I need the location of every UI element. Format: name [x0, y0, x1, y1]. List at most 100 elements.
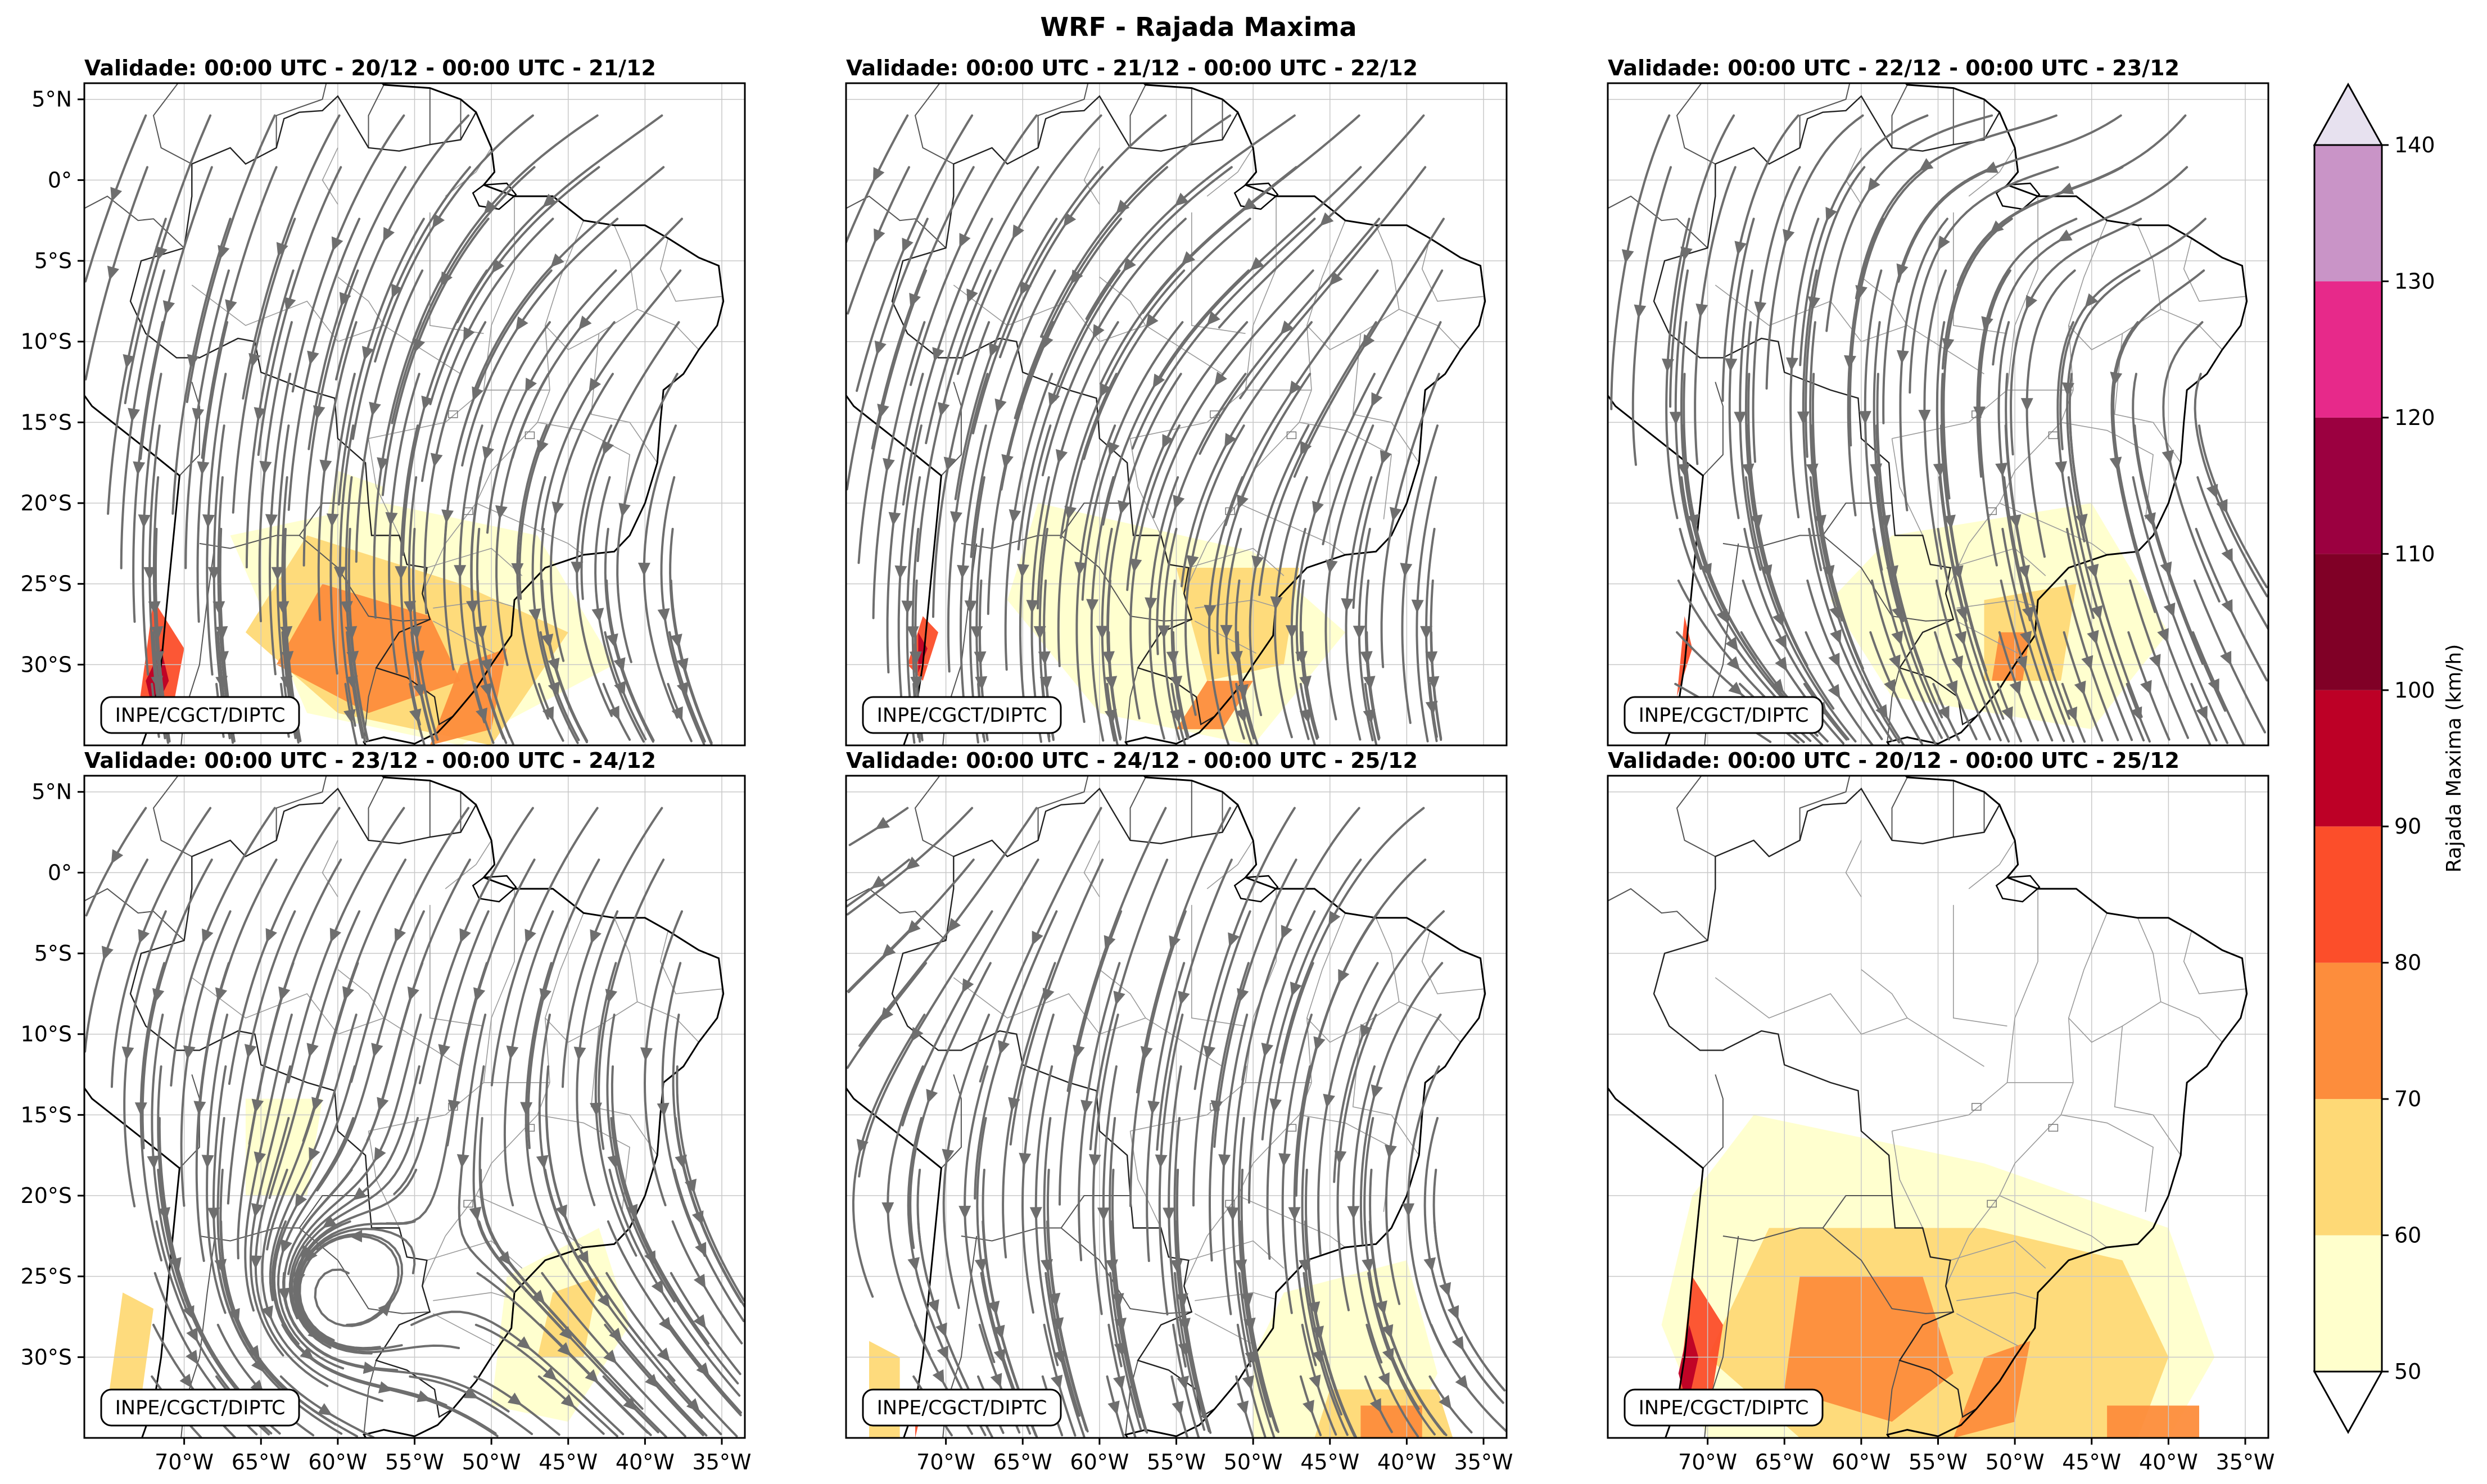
streamline-arrow [187, 354, 200, 369]
streamline-arrow [877, 404, 889, 418]
streamline-arrow [495, 505, 508, 520]
marajo-island [472, 875, 517, 903]
streamline-arrow [247, 1345, 260, 1360]
streamline-arrow [1859, 411, 1871, 425]
streamline-arrow [1096, 626, 1109, 640]
streamline-arrow [1289, 381, 1302, 396]
y-tick-label: 30°S [21, 652, 72, 677]
y-tick-label: 5°S [34, 941, 72, 966]
colorbar-frame [2313, 144, 2383, 1373]
streamline-arrow [578, 315, 592, 330]
x-tick-label: 45°W [2062, 1450, 2121, 1474]
streamline-arrow [1157, 625, 1170, 639]
streamline-arrow [1371, 1084, 1383, 1100]
state-border [1188, 1240, 1285, 1269]
streamline-arrow [265, 514, 278, 528]
streamline-arrow [1989, 220, 2004, 234]
streamline-arrow [1300, 441, 1312, 456]
colorbar-level-label: 130 [2394, 269, 2435, 293]
streamline-arrow [1162, 434, 1174, 449]
streamline-arrow [483, 200, 498, 215]
credit-box [100, 1388, 300, 1427]
state-border [337, 969, 385, 1019]
streamline-arrow [1726, 656, 1740, 671]
state-border [1191, 904, 1246, 1027]
state-border [1183, 1236, 1208, 1287]
credit-text: INPE/CGCT/DIPTC [877, 1397, 1047, 1419]
streamline-arrow [1280, 320, 1294, 335]
streamline-arrow [651, 1279, 664, 1295]
streamline-arrow [597, 1293, 611, 1308]
streamline-arrow [637, 563, 650, 577]
coastline [84, 83, 725, 745]
state-border [1956, 1292, 2037, 1301]
streamline-arrow [391, 283, 403, 298]
streamline-arrow [2160, 561, 2172, 576]
gust-area-60-70 [1176, 568, 1300, 681]
streamline-arrow [1019, 1152, 1032, 1167]
streamline-arrow [910, 676, 923, 690]
streamline-arrow [993, 1349, 1006, 1364]
streamline-arrow [1783, 229, 1795, 244]
credit-box [862, 1388, 1062, 1427]
streamline-arrow [1170, 676, 1183, 690]
streamline-arrow [463, 327, 475, 342]
credit-badge: INPE/CGCT/DIPTC [100, 1388, 300, 1427]
streamline-arrow [1242, 1375, 1254, 1390]
streamline-arrow [1896, 350, 1909, 364]
streamline-arrow [577, 1250, 589, 1265]
state-border [2160, 1001, 2223, 1043]
state-border [953, 284, 1100, 342]
country-border [1702, 1074, 1724, 1169]
gust-area-70-80 [2107, 1405, 2199, 1438]
streamline-arrow [1285, 625, 1298, 639]
streamline-arrow [254, 407, 266, 422]
streamline-arrow [1451, 1336, 1464, 1351]
streamline-arrow [482, 446, 495, 461]
map-area [846, 83, 1507, 745]
state-border [545, 917, 638, 1043]
coastline [1608, 776, 2248, 1438]
streamline-arrow [2081, 655, 2093, 670]
streamline-arrow [874, 228, 885, 243]
streamline-arrow [542, 706, 554, 721]
streamline-arrow [1973, 406, 1986, 420]
streamline-arrow [2058, 229, 2073, 242]
streamline-arrow [322, 1215, 337, 1228]
streamline-arrow [1946, 680, 1958, 695]
streamline-arrow [932, 1369, 944, 1385]
streamline-arrow [2221, 599, 2233, 614]
streamline-arrow [1844, 355, 1856, 369]
x-tick-label: 40°W [1377, 1450, 1436, 1474]
x-tick-label: 70°W [1678, 1450, 1737, 1474]
credit-text: INPE/CGCT/DIPTC [1639, 704, 1809, 727]
streamline-arrow [2208, 678, 2219, 694]
streamline-arrow [907, 1257, 920, 1272]
streamline-arrow [186, 1350, 198, 1365]
streamline-arrow [183, 1305, 195, 1320]
state-border [433, 599, 513, 609]
streamline-arrow [1385, 1144, 1397, 1159]
streamline-arrow [1328, 911, 1341, 926]
reservoir-outline [524, 431, 535, 440]
colorbar-under-triangle [2313, 1370, 2384, 1435]
streamline-arrow [193, 1101, 206, 1115]
streamline-arrow [974, 1258, 987, 1273]
x-tick-label: 50°W [462, 1450, 521, 1474]
credit-box [100, 696, 300, 734]
streamline-arrow [1270, 596, 1283, 610]
colorbar-level-label: 80 [2394, 951, 2421, 975]
state-border [1715, 977, 1862, 1035]
streamline-arrow [2087, 630, 2099, 645]
colorbar-over-triangle [2313, 82, 2384, 146]
country-border [846, 888, 947, 941]
streamline-arrow [319, 459, 332, 474]
state-border [659, 930, 722, 994]
streamline-arrow [1360, 1024, 1372, 1039]
state-border [544, 912, 584, 1083]
streamline-arrow [1382, 1347, 1394, 1363]
streamline-arrow [207, 567, 220, 581]
streamline-arrow [1867, 177, 1880, 192]
streamline-arrow [528, 608, 541, 623]
state-border [1999, 1195, 2108, 1248]
